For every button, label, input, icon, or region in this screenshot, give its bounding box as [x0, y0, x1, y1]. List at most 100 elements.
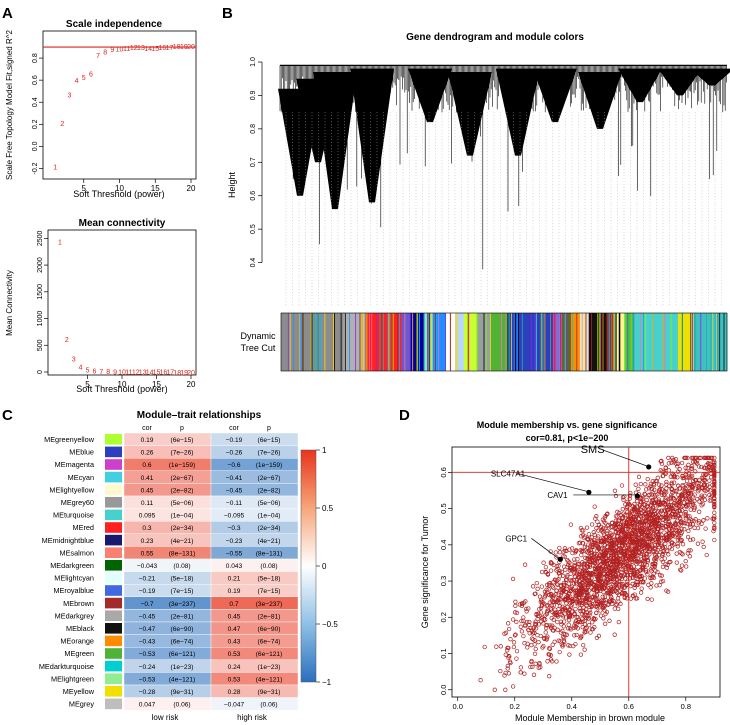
annotation-label: SLC47A1 [491, 469, 526, 478]
heatmap-cell [210, 533, 299, 547]
heatmap-cell [123, 521, 212, 535]
y-tick-label: 0.6 [32, 75, 39, 85]
heatmap-cell [210, 634, 299, 648]
dendrogram-tree [278, 64, 730, 306]
annotation-label: CAV1 [547, 491, 568, 500]
row-label: MEbrown [63, 599, 94, 608]
cell-cor-value: −0.095 [224, 513, 245, 520]
dendrogram-cluster [533, 68, 577, 123]
chart-title: Module–trait relationships [137, 410, 262, 421]
row-label: MElightyellow [49, 485, 94, 494]
heatmap-cell [123, 470, 212, 484]
x-tick-label: 0.8 [681, 702, 691, 711]
module-color-swatch [105, 686, 122, 697]
annotation-arrow [602, 449, 647, 467]
row-label: MEsalmon [60, 548, 94, 557]
data-point-label: 16 [159, 45, 167, 52]
y-tick-label: 0.7 [250, 157, 257, 167]
scatter-point-cloud [478, 455, 717, 692]
data-point-label: 4 [75, 78, 79, 85]
panel-label-a: A [2, 5, 13, 22]
y-tick-label: 0.0 [32, 141, 39, 151]
heatmap-cell [210, 672, 299, 686]
heatmap-cell [123, 697, 212, 711]
cell-cor-value: −0.19 [139, 588, 156, 595]
cell-cor-value: −0.23 [226, 538, 243, 545]
cell-p-value: (2e−82) [258, 487, 281, 494]
y-axis-label: Scale Free Topology Model Fit,signed R^2 [5, 29, 14, 179]
dendrogram-cluster [496, 68, 540, 156]
cell-cor-value: 0.26 [141, 450, 154, 457]
cell-cor-value: 0.095 [139, 513, 156, 520]
data-point-label: 15 [151, 46, 159, 53]
module-membership-scatter: Module membership vs. gene significance … [420, 420, 721, 723]
cell-p-value: (3e−237) [256, 601, 283, 608]
row-label: MEturquoise [53, 511, 94, 520]
scale-tick-label: −1 [322, 678, 332, 687]
module-color-swatch [105, 459, 122, 470]
y-axis-label: Mean Connectivity [5, 270, 14, 336]
panel-label-c: C [2, 407, 13, 424]
col-header-cor-low: cor [142, 425, 152, 432]
x-tick-label: 10 [118, 380, 127, 389]
module-color-swatch [105, 534, 122, 546]
y-tick-label: 2000 [37, 257, 44, 273]
cell-p-value: (2e−34) [258, 525, 281, 532]
column-label-high-risk: high risk [237, 713, 268, 722]
y-tick-label: 500 [37, 339, 44, 351]
cell-p-value: (6e−90) [258, 626, 281, 633]
cell-p-value: (5e−06) [258, 500, 281, 507]
cell-cor-value: −0.53 [139, 651, 156, 658]
cell-cor-value: 0.45 [141, 487, 154, 494]
module-color-swatch [105, 635, 122, 647]
y-tick-label: -0.2 [32, 162, 39, 174]
x-tick-label: 0.4 [567, 702, 577, 711]
cell-cor-value: 0.28 [228, 689, 241, 696]
heatmap-cell [123, 659, 212, 673]
data-point-label: 2 [60, 121, 64, 128]
cell-cor-value: −0.043 [137, 563, 158, 570]
annotation-arrow [516, 472, 587, 492]
data-point-label: 13 [137, 45, 145, 52]
y-tick-label: 2500 [37, 230, 44, 246]
heatmap-cell [210, 546, 299, 560]
cell-cor-value: 0.3 [142, 525, 151, 532]
cell-cor-value: 0.53 [228, 676, 241, 683]
x-tick-label: 15 [152, 380, 161, 389]
heatmap-cell [210, 521, 299, 535]
dendrogram-cluster [350, 68, 394, 203]
heatmap-cell [123, 584, 212, 598]
heatmap-cell [123, 432, 212, 446]
heatmap-cell [210, 647, 299, 661]
cell-p-value: (1e−04) [258, 513, 281, 520]
data-point-label: 1 [53, 164, 57, 171]
module-color-block [624, 313, 634, 371]
panel-label-d: D [399, 407, 410, 424]
data-point-label: 12 [132, 370, 140, 377]
annotation-marker [646, 464, 652, 470]
cell-cor-value: 0.53 [228, 651, 241, 658]
cell-cor-value: 0.047 [139, 702, 156, 709]
col-header-p-high: p [267, 425, 271, 432]
row-label: MEblack [66, 624, 94, 633]
module-color-swatch [105, 484, 122, 495]
dendrogram-guide-lines [285, 112, 722, 306]
row-label: MEroyalblue [53, 586, 94, 595]
data-point-label: 10 [116, 47, 124, 54]
cell-cor-value: −0.24 [139, 664, 156, 671]
module-color-bar [280, 312, 728, 372]
module-color-block [677, 313, 692, 371]
cell-p-value: (4e−121) [256, 676, 283, 683]
cell-cor-value: −0.19 [226, 437, 243, 444]
y-tick-label: 0.2 [32, 119, 39, 129]
data-point-label: 14 [146, 370, 154, 377]
cell-p-value: (7e−26) [258, 450, 281, 457]
y-tick-label: 0.4 [439, 540, 448, 550]
heatmap-cell [123, 495, 212, 509]
data-point-label: 20 [187, 44, 195, 51]
plot-frame [47, 229, 197, 376]
module-color-block [432, 313, 447, 371]
data-point-label: 1 [58, 240, 62, 247]
row-label: MEgrey60 [61, 498, 94, 507]
